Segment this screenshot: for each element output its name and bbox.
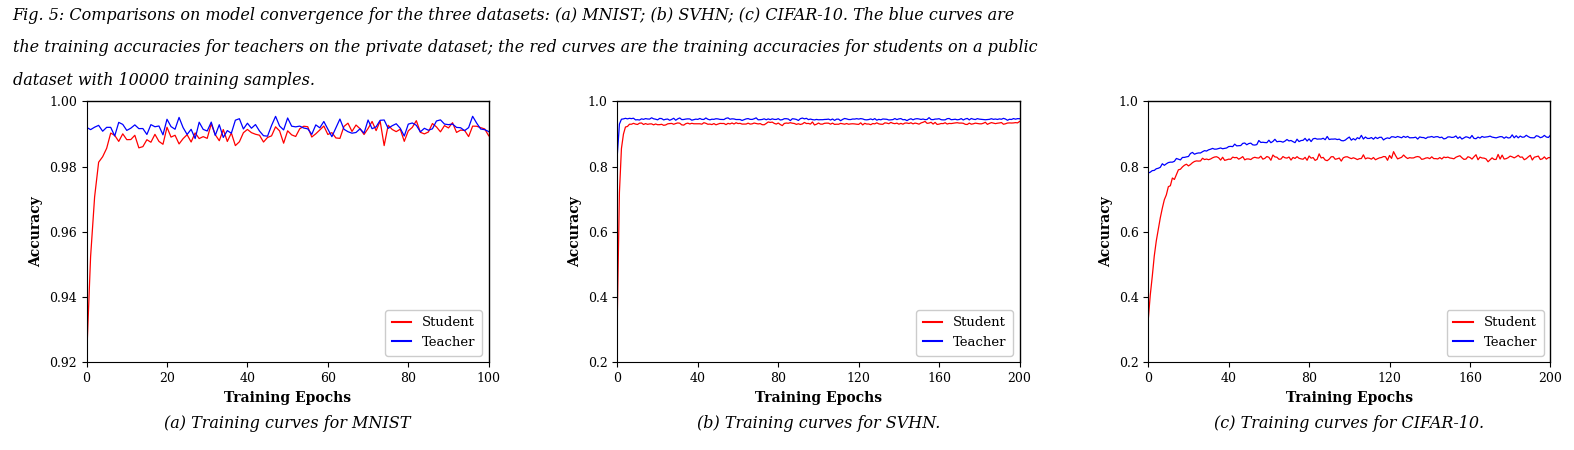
Y-axis label: Accuracy: Accuracy [1099, 196, 1113, 267]
Text: Fig. 5: Comparisons on model convergence for the three datasets: (a) MNIST; (b) : Fig. 5: Comparisons on model convergence… [13, 7, 1015, 24]
X-axis label: Training Epochs: Training Epochs [1286, 391, 1413, 405]
Legend: Student, Teacher: Student, Teacher [386, 310, 482, 356]
X-axis label: Training Epochs: Training Epochs [224, 391, 351, 405]
Y-axis label: Accuracy: Accuracy [568, 196, 582, 267]
X-axis label: Training Epochs: Training Epochs [756, 391, 881, 405]
Text: (a) Training curves for MNIST: (a) Training curves for MNIST [164, 415, 411, 432]
Legend: Student, Teacher: Student, Teacher [916, 310, 1014, 356]
Text: (c) Training curves for CIFAR-10.: (c) Training curves for CIFAR-10. [1214, 415, 1484, 432]
Text: dataset with 10000 training samples.: dataset with 10000 training samples. [13, 72, 315, 89]
Text: the training accuracies for teachers on the private dataset; the red curves are : the training accuracies for teachers on … [13, 39, 1037, 56]
Legend: Student, Teacher: Student, Teacher [1447, 310, 1544, 356]
Text: (b) Training curves for SVHN.: (b) Training curves for SVHN. [697, 415, 940, 432]
Y-axis label: Accuracy: Accuracy [30, 196, 44, 267]
